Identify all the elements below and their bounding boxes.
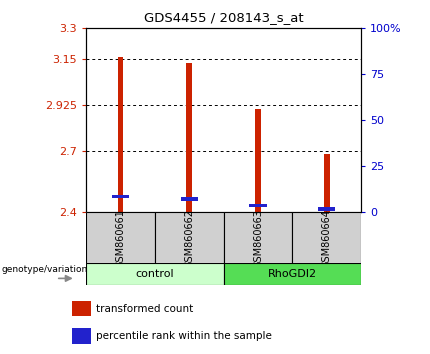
Bar — [155, 212, 224, 264]
Text: GSM860664: GSM860664 — [322, 209, 332, 268]
Text: percentile rank within the sample: percentile rank within the sample — [96, 331, 272, 341]
Bar — [255, 109, 261, 212]
Bar — [112, 195, 129, 199]
Bar — [249, 204, 267, 207]
Text: GSM860663: GSM860663 — [253, 209, 263, 268]
Bar — [318, 207, 335, 211]
Text: RhoGDI2: RhoGDI2 — [268, 269, 317, 279]
Text: control: control — [135, 269, 174, 279]
Bar — [71, 328, 91, 344]
Bar — [292, 212, 361, 264]
Bar — [86, 263, 224, 285]
Bar — [71, 301, 91, 316]
Bar — [86, 212, 155, 264]
Text: GSM860662: GSM860662 — [184, 209, 194, 268]
Bar — [224, 212, 292, 264]
Text: genotype/variation: genotype/variation — [2, 265, 88, 274]
Bar — [181, 197, 198, 200]
Text: transformed count: transformed count — [96, 303, 194, 314]
Bar — [187, 63, 192, 212]
Bar — [224, 263, 361, 285]
Bar — [118, 57, 123, 212]
Text: GSM860661: GSM860661 — [115, 209, 126, 268]
Bar — [324, 154, 329, 212]
Title: GDS4455 / 208143_s_at: GDS4455 / 208143_s_at — [144, 11, 304, 24]
